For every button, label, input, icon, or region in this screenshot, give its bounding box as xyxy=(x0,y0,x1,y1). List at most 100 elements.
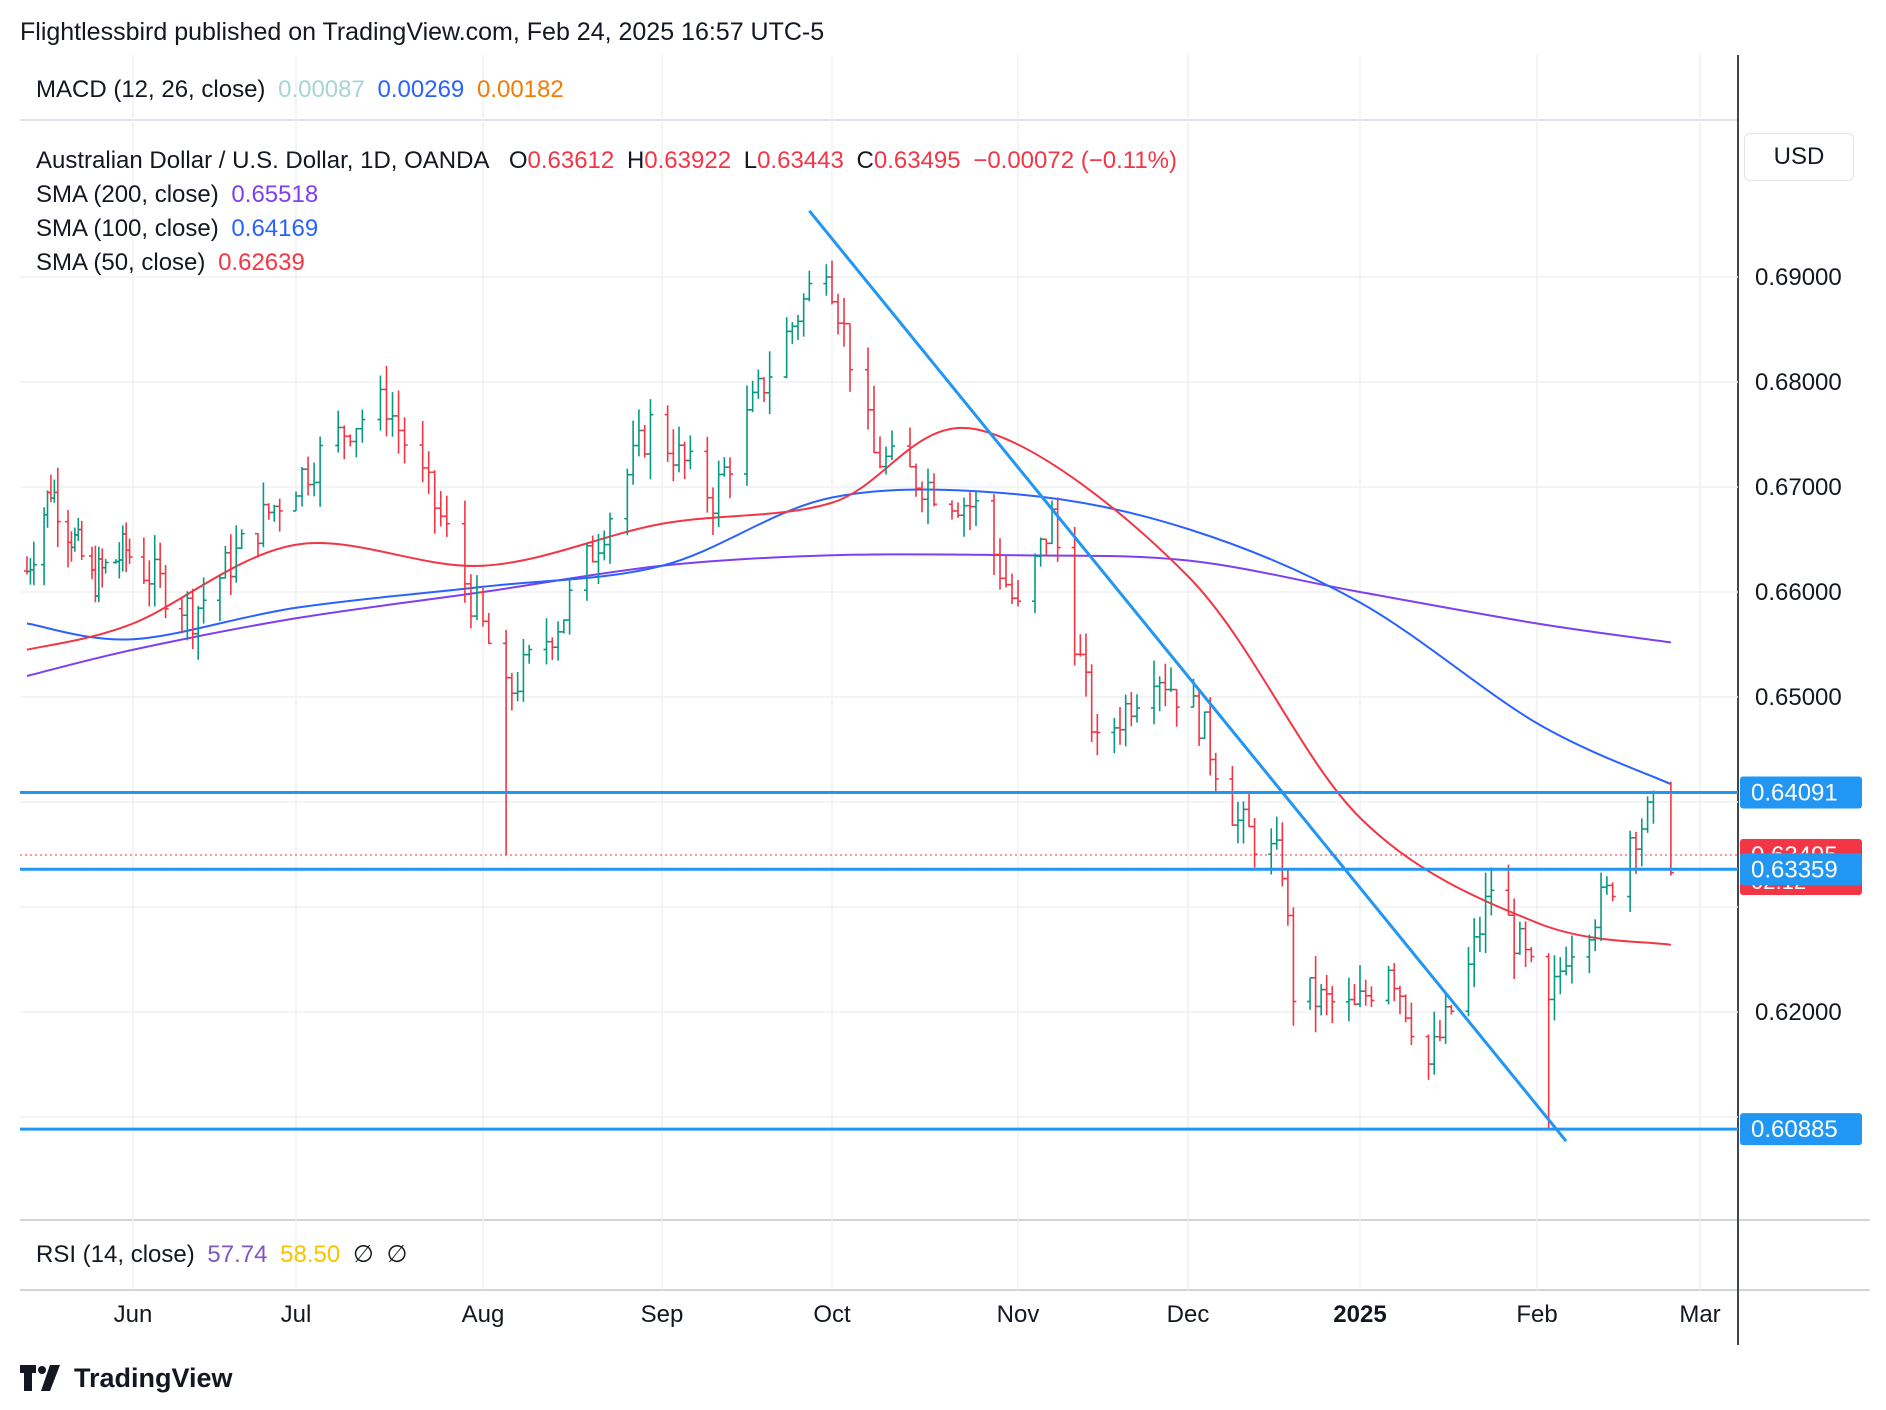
price-bar xyxy=(1425,1034,1432,1080)
price-bar xyxy=(1632,831,1639,874)
time-axis-label: Mar xyxy=(1679,1301,1720,1328)
rsi-empty-2: ∅ xyxy=(386,1241,408,1268)
time-axis-label: Oct xyxy=(813,1301,851,1328)
price-tick-label: 0.65000 xyxy=(1755,684,1842,711)
tradingview-logo[interactable]: TradingView xyxy=(20,1362,233,1394)
sma200-row[interactable]: SMA (200, close) 0.65518 xyxy=(36,178,1177,212)
price-bar xyxy=(907,427,913,468)
price-bar xyxy=(967,492,973,531)
price-bar xyxy=(1094,713,1101,756)
price-bar xyxy=(1071,526,1078,666)
price-bar xyxy=(1482,872,1489,954)
price-bar xyxy=(1173,688,1180,727)
price-bar xyxy=(514,671,521,702)
price-bar xyxy=(800,293,807,337)
price-bar xyxy=(1568,935,1575,984)
price-bar xyxy=(624,468,631,536)
price-bar xyxy=(871,385,877,454)
symbol-label: Australian Dollar / U.S. Dollar, 1D, OAN… xyxy=(36,147,489,174)
time-axis-label: Nov xyxy=(997,1301,1040,1328)
price-bar xyxy=(1396,985,1403,1015)
price-bar xyxy=(54,467,61,548)
price-bar xyxy=(710,487,716,535)
price-bar xyxy=(744,385,750,486)
rsi-ma-value: 58.50 xyxy=(280,1241,341,1268)
price-bar xyxy=(1234,801,1241,844)
open-value: 0.63612 xyxy=(527,147,615,174)
price-bar xyxy=(1391,963,1398,1002)
price-bar xyxy=(508,672,515,711)
price-tick-label: 0.69000 xyxy=(1755,264,1842,291)
price-badge: 0.64091 xyxy=(1740,776,1862,809)
price-bar xyxy=(1442,992,1449,1044)
price-bar xyxy=(761,377,767,402)
time-axis-label: Sep xyxy=(641,1301,684,1328)
price-tick-label: 0.62000 xyxy=(1755,999,1842,1026)
high-label: H xyxy=(626,147,645,174)
price-bar xyxy=(1229,766,1236,826)
price-bar xyxy=(1273,816,1280,850)
macd-legend[interactable]: MACD (12, 26, close) 0.00087 0.00269 0.0… xyxy=(36,76,564,104)
price-bar xyxy=(1557,957,1564,995)
price-bar xyxy=(889,430,895,461)
price-bar xyxy=(44,490,51,528)
price-bar xyxy=(1522,921,1529,968)
price-bar xyxy=(1528,947,1535,963)
currency-button[interactable]: USD xyxy=(1744,133,1854,181)
price-bar xyxy=(1650,790,1657,824)
time-axis-label: Jun xyxy=(114,1301,153,1328)
price-bar xyxy=(65,509,72,568)
price-bar xyxy=(1015,579,1021,607)
rsi-legend[interactable]: RSI (14, close) 57.74 58.50 ∅ ∅ xyxy=(36,1240,407,1269)
price-bar xyxy=(311,462,318,497)
sma200-label: SMA (200, close) xyxy=(36,181,219,208)
price-bar xyxy=(829,260,835,305)
price-bar xyxy=(276,498,283,532)
sma50-label: SMA (50, close) xyxy=(36,249,206,276)
price-bar xyxy=(293,491,299,512)
price-bar xyxy=(865,347,871,430)
price-bar xyxy=(1290,907,1297,1026)
price-bar xyxy=(676,426,682,473)
price-bar xyxy=(299,466,306,507)
drawings[interactable] xyxy=(20,209,1738,1143)
price-bar xyxy=(377,375,384,431)
price-bar xyxy=(227,534,234,595)
price-bar xyxy=(395,390,402,454)
sma-lines xyxy=(26,426,1672,946)
price-bar xyxy=(335,410,342,453)
price-badge-value: 0.63359 xyxy=(1751,856,1838,883)
sma100-row[interactable]: SMA (100, close) 0.64169 xyxy=(36,212,1177,246)
trend-line[interactable] xyxy=(808,209,1568,1143)
price-bar xyxy=(140,537,147,584)
main-legend[interactable]: Australian Dollar / U.S. Dollar, 1D, OAN… xyxy=(36,144,1177,280)
price-bar xyxy=(1122,694,1129,747)
price-badge-value: 0.60885 xyxy=(1751,1116,1838,1143)
macd-value-macd: 0.00087 xyxy=(278,76,365,103)
time-axis[interactable]: Jun Jul Aug Sep Oct Nov Dec 2025 Feb Mar xyxy=(114,1301,1721,1328)
price-bar xyxy=(595,533,602,584)
price-bar xyxy=(401,417,408,464)
tradingview-logo-icon xyxy=(20,1365,60,1391)
time-axis-label: Jul xyxy=(281,1301,312,1328)
rsi-value: 57.74 xyxy=(207,1241,268,1268)
price-bar xyxy=(1598,872,1605,941)
price-bar xyxy=(238,529,245,550)
price-bar xyxy=(520,638,527,702)
price-bar xyxy=(51,479,58,503)
price-axis[interactable]: 0.69000 0.68000 0.67000 0.66000 0.65000 0.620… xyxy=(1740,264,1862,1146)
price-bar xyxy=(162,565,169,619)
price-bar xyxy=(1312,956,1319,1033)
price-bar xyxy=(1362,979,1369,1006)
sma50-row[interactable]: SMA (50, close) 0.62639 xyxy=(36,246,1177,280)
price-bar xyxy=(178,598,185,634)
price-bar xyxy=(1168,667,1174,693)
high-value: 0.63922 xyxy=(644,147,732,174)
sma200-line xyxy=(26,553,1672,677)
price-bar xyxy=(1111,717,1118,754)
price-bar xyxy=(1201,711,1208,740)
time-axis-label: 2025 xyxy=(1333,1301,1386,1328)
price-bar xyxy=(437,491,444,527)
sma50-value: 0.62639 xyxy=(218,249,305,276)
